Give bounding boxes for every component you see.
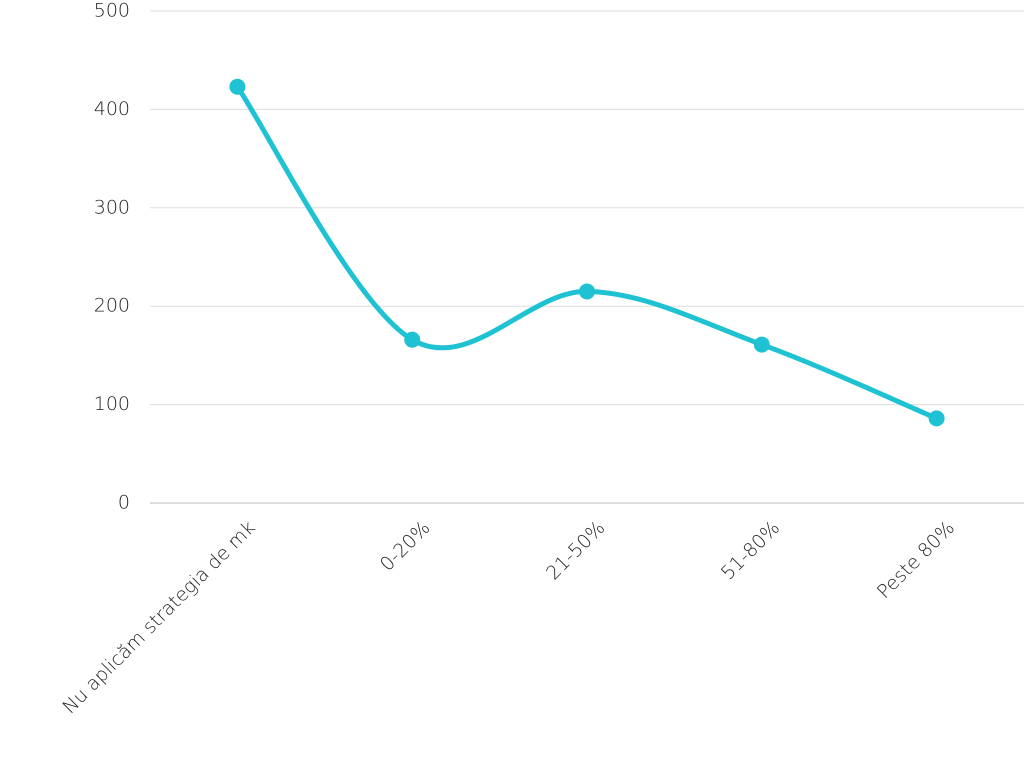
point	[753, 336, 770, 353]
x-tick-label: 0-20%	[376, 517, 435, 576]
x-tick-label: Nu aplicăm strategia de mk	[58, 517, 259, 718]
point	[229, 78, 246, 95]
point	[928, 410, 945, 427]
y-tick-label: 100	[94, 393, 130, 415]
y-tick-label: 400	[94, 98, 130, 120]
y-tick-label: 300	[94, 196, 130, 218]
x-tick-label: 21-50%	[542, 517, 609, 584]
y-tick-label: 500	[94, 0, 130, 22]
point	[579, 283, 595, 300]
y-tick-label: 200	[94, 295, 130, 317]
line	[234, 84, 940, 421]
x-tick-label: Peste 80%	[873, 517, 959, 603]
y-tick-label: 0	[118, 492, 130, 514]
x-tick-label: 51-80%	[717, 517, 784, 584]
point	[404, 331, 421, 348]
